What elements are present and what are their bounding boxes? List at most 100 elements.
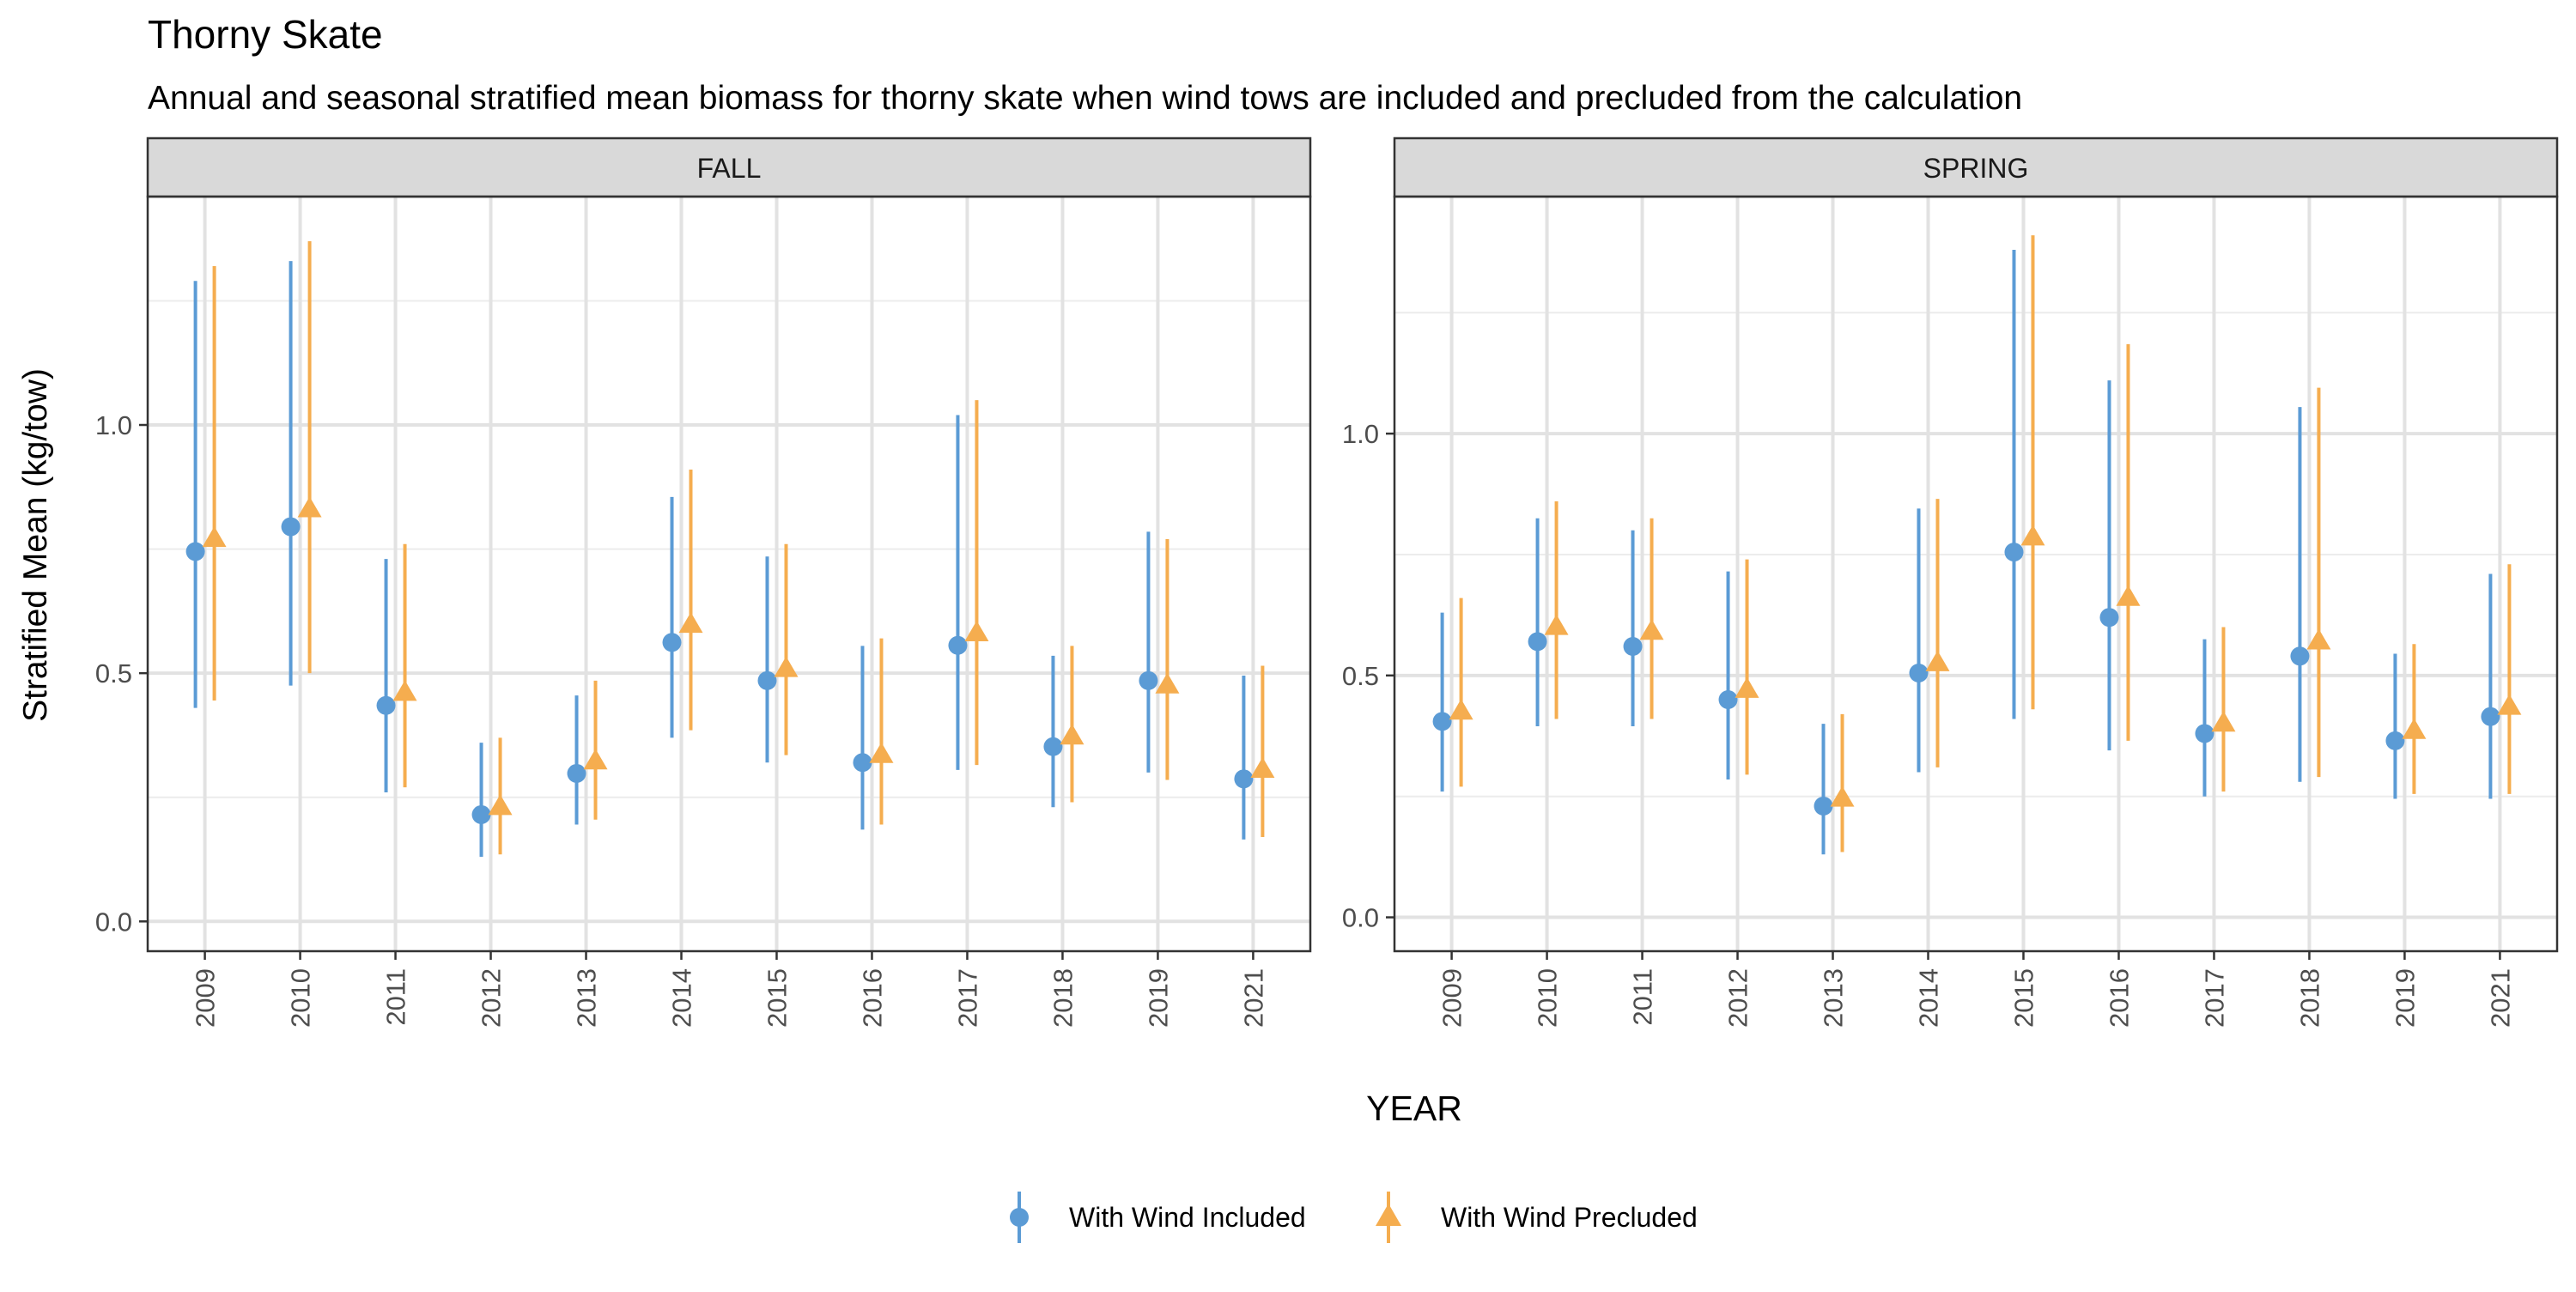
panel-border: [146, 195, 1312, 953]
data-point: [1735, 676, 1759, 698]
data-point: [2481, 707, 2500, 726]
x-tick-label: 2009: [191, 968, 221, 1028]
legend-label: With Wind Included: [1069, 1202, 1306, 1233]
data-point: [202, 526, 227, 548]
data-point: [297, 496, 322, 518]
data-point: [678, 612, 703, 634]
data-point: [1139, 670, 1158, 690]
x-tick-label: 2018: [2294, 968, 2324, 1028]
y-tick-label: 1.0: [95, 410, 132, 440]
x-tick-label: 2009: [1437, 968, 1467, 1028]
y-tick-label: 0.5: [1342, 661, 1379, 691]
x-tick-label: 2016: [857, 968, 887, 1028]
data-point: [757, 670, 777, 690]
panel-spring: SPRING 0.0 0.5 1.0 2009 2010 2011 2012 2013 2014 2…: [1342, 136, 2559, 1028]
x-tick-label: 2010: [286, 968, 316, 1028]
x-tick-label: 2015: [762, 968, 792, 1028]
x-tick-label: 2012: [477, 968, 507, 1028]
data-point: [948, 635, 968, 655]
panel-fall: FALL 0.0 0.5 1.0 2009 2010 2011 2012 2013 2014 201…: [95, 136, 1312, 1028]
chart-subtitle: Annual and seasonal stratified mean biom…: [148, 80, 2022, 117]
x-tick-label: 2013: [572, 968, 602, 1028]
x-tick-label: 2014: [1914, 968, 1944, 1028]
data-point: [1155, 672, 1180, 694]
data-point: [2004, 543, 2024, 562]
series-wind-included: [1432, 249, 2500, 855]
data-point: [1925, 650, 1950, 671]
series-wind-precluded: [202, 241, 1275, 855]
data-point: [2020, 525, 2045, 546]
data-point: [2402, 718, 2427, 739]
data-point: [583, 749, 608, 770]
gridlines: [148, 197, 1310, 951]
series-wind-included: [185, 261, 1254, 858]
legend-key-marker: [1376, 1204, 1401, 1226]
x-tick-label: 2018: [1048, 968, 1078, 1028]
y-tick-label: 1.0: [1342, 419, 1379, 449]
data-point: [2290, 646, 2310, 666]
data-point: [2099, 608, 2119, 628]
series-wind-precluded: [1449, 235, 2522, 852]
gridlines: [1394, 197, 2557, 951]
data-point: [392, 680, 417, 701]
x-tick-label: 2019: [1143, 968, 1173, 1028]
data-point: [853, 753, 872, 773]
data-point: [1528, 632, 1547, 652]
data-point: [1830, 786, 1855, 807]
data-point: [376, 695, 396, 715]
panel-strip-label: SPRING: [1923, 153, 2029, 184]
x-axis-title: YEAR: [1366, 1089, 1462, 1128]
data-point: [488, 794, 513, 816]
data-point: [1544, 614, 1569, 635]
data-point: [1639, 619, 1664, 640]
panel-strip: [1393, 136, 2559, 198]
y-tick-label: 0.5: [95, 658, 132, 688]
legend-item-wind-precluded: With Wind Precluded: [1376, 1192, 1698, 1243]
data-point: [1432, 712, 1452, 731]
panel-strip-label: FALL: [697, 153, 762, 184]
data-point: [1060, 724, 1084, 745]
data-point: [185, 542, 205, 561]
legend-key-marker: [1010, 1208, 1029, 1227]
data-point: [1043, 737, 1063, 756]
data-point: [1623, 637, 1643, 657]
y-tick-label: 0.0: [1342, 903, 1379, 933]
chart-title: Thorny Skate: [148, 12, 383, 57]
data-point: [2116, 585, 2141, 606]
x-tick-label: 2013: [1819, 968, 1849, 1028]
x-tick-label: 2011: [381, 968, 411, 1026]
data-point: [964, 621, 989, 642]
x-tick-label: 2011: [1628, 968, 1658, 1026]
x-tick-label: 2016: [2104, 968, 2134, 1028]
data-point: [1250, 757, 1275, 779]
data-point: [567, 763, 586, 783]
data-point: [1814, 796, 1833, 816]
data-point: [1909, 664, 1929, 683]
data-point: [869, 742, 894, 763]
panel-strip: [146, 136, 1312, 198]
x-tick-label: 2021: [1238, 968, 1268, 1028]
panels: FALL 0.0 0.5 1.0 2009 2010 2011 2012 2013 2014 201…: [95, 136, 2559, 1028]
y-tick-label: 0.0: [95, 907, 132, 937]
x-tick-label: 2017: [2199, 968, 2229, 1028]
data-point: [2306, 628, 2331, 650]
legend: With Wind Included With Wind Precluded: [1010, 1192, 1698, 1243]
x-tick-label: 2010: [1533, 968, 1563, 1028]
x-tick-label: 2014: [667, 968, 697, 1028]
data-point: [2497, 694, 2522, 715]
legend-item-wind-included: With Wind Included: [1010, 1192, 1306, 1243]
data-point: [2211, 711, 2236, 732]
x-tick-label: 2021: [2485, 968, 2515, 1028]
data-point: [1449, 699, 1473, 720]
y-axis-title: Stratified Mean (kg/tow): [17, 368, 54, 722]
data-point: [774, 656, 799, 677]
data-point: [1718, 690, 1738, 709]
panel-border: [1393, 195, 2559, 953]
data-point: [2385, 731, 2405, 750]
data-point: [281, 517, 301, 537]
data-point: [2195, 724, 2215, 743]
data-point: [1234, 769, 1254, 789]
data-point: [471, 804, 491, 824]
